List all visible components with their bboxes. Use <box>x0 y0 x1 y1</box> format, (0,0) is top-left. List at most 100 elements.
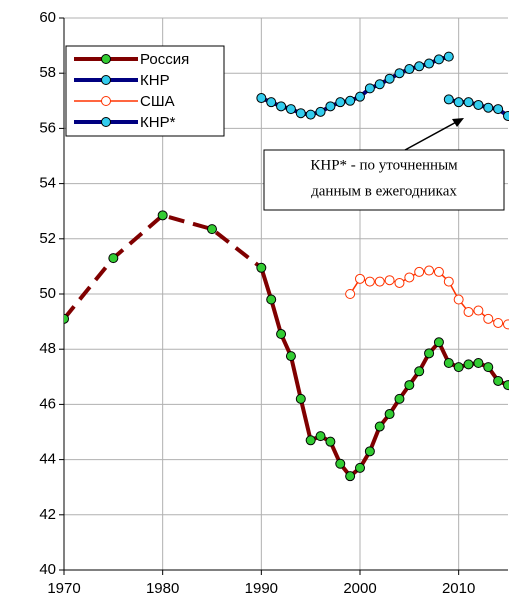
series-marker <box>473 305 484 316</box>
x-tick-label: 2000 <box>343 580 376 597</box>
series-marker <box>345 289 356 299</box>
series-marker <box>394 277 405 288</box>
series-marker <box>414 61 425 72</box>
legend-label: Россия <box>140 51 189 68</box>
y-tick-label: 42 <box>39 506 56 523</box>
series-marker <box>483 313 494 324</box>
series-marker <box>503 319 509 330</box>
series-marker <box>424 58 435 69</box>
x-tick-label: 1970 <box>47 580 80 597</box>
series-marker <box>414 366 425 377</box>
series-marker <box>315 431 326 442</box>
series-marker <box>414 266 425 277</box>
series-marker <box>384 409 395 420</box>
series-marker <box>364 446 375 457</box>
series-marker <box>443 276 454 287</box>
series-marker <box>374 276 385 287</box>
series-marker <box>207 224 217 235</box>
legend-label: КНР* <box>140 114 176 131</box>
y-tick-label: 50 <box>39 285 56 302</box>
series-marker <box>503 380 509 391</box>
legend-label: США <box>140 93 175 110</box>
series-line <box>64 213 263 321</box>
series-marker <box>433 54 444 65</box>
series-marker <box>276 329 287 340</box>
series-marker <box>157 210 168 221</box>
y-tick-label: 48 <box>39 340 56 357</box>
series-marker <box>384 73 395 84</box>
series-marker <box>453 97 464 108</box>
series-marker <box>424 265 435 276</box>
series-marker <box>503 110 509 121</box>
series-marker <box>325 436 336 447</box>
series-marker <box>424 348 435 359</box>
series-marker <box>345 95 356 106</box>
series-marker <box>443 358 454 368</box>
annotation-arrow <box>404 119 461 151</box>
y-tick-label: 58 <box>39 64 56 81</box>
series-marker <box>305 109 316 120</box>
y-tick-label: 54 <box>39 175 56 192</box>
series-marker <box>335 97 346 108</box>
series-marker <box>493 317 504 328</box>
series-marker <box>266 294 277 305</box>
legend-marker <box>101 117 111 127</box>
series-marker <box>374 421 385 432</box>
series-marker <box>394 393 405 404</box>
series-marker <box>443 51 454 62</box>
series-marker <box>443 94 454 105</box>
series-marker <box>483 102 494 113</box>
series-marker <box>493 104 504 115</box>
series-marker <box>483 362 494 373</box>
series-marker <box>305 435 316 446</box>
series-marker <box>355 91 365 102</box>
series-marker <box>108 253 119 264</box>
y-tick-label: 46 <box>39 395 56 412</box>
series-line <box>259 267 509 479</box>
series-marker <box>276 101 287 112</box>
x-tick-label: 2010 <box>442 580 475 597</box>
series-marker <box>285 351 296 362</box>
series-marker <box>364 83 375 94</box>
series-marker <box>404 380 415 391</box>
series-marker <box>256 262 267 273</box>
legend-label: КНР <box>140 72 170 89</box>
y-tick-label: 52 <box>39 230 56 247</box>
annotation-text: данным в ежегодниках <box>311 183 457 199</box>
series-marker <box>433 337 444 348</box>
y-tick-label: 60 <box>39 9 56 26</box>
series-marker <box>345 471 356 482</box>
series-marker <box>256 93 267 104</box>
series-marker <box>315 106 326 117</box>
x-tick-label: 1980 <box>146 580 179 597</box>
series-marker <box>64 313 69 324</box>
series-marker <box>404 64 415 75</box>
series-marker <box>355 273 365 284</box>
legend-marker <box>101 96 111 106</box>
series-marker <box>364 276 375 287</box>
y-tick-label: 44 <box>39 451 56 468</box>
series-marker <box>404 272 415 283</box>
series-marker <box>295 108 306 119</box>
series-marker <box>374 79 385 90</box>
arrow-head <box>452 118 464 127</box>
series-marker <box>285 104 296 115</box>
series-marker <box>335 458 346 469</box>
series-marker <box>384 275 395 286</box>
series-marker <box>453 362 464 373</box>
legend-marker <box>101 54 111 64</box>
series-marker <box>325 101 336 112</box>
series-marker <box>463 359 474 370</box>
series-marker <box>355 462 365 473</box>
series-marker <box>493 375 504 386</box>
plot <box>64 51 509 482</box>
series-marker <box>266 97 277 108</box>
series-marker <box>473 99 484 110</box>
x-tick-label: 1990 <box>245 580 278 597</box>
series-marker <box>433 266 444 277</box>
series-marker <box>295 393 306 404</box>
annotation-box <box>263 149 505 211</box>
y-tick-label: 56 <box>39 119 56 136</box>
series-marker <box>394 68 405 79</box>
